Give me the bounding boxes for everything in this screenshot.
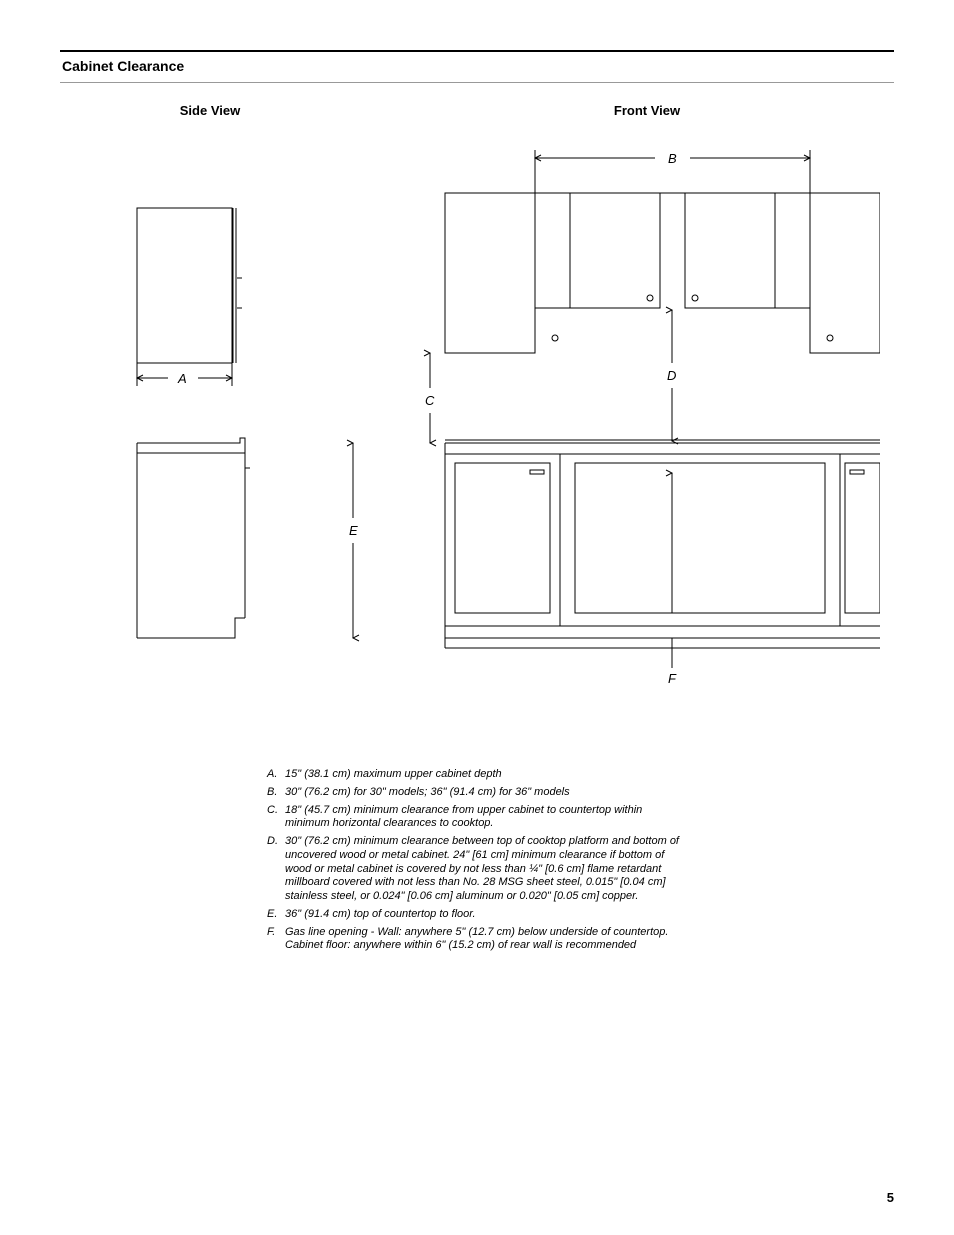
label-f: F	[668, 671, 677, 686]
front-view-title: Front View	[400, 103, 894, 118]
front-view-svg: B	[400, 138, 880, 698]
legend-row: E. 36" (91.4 cm) top of countertop to fl…	[267, 908, 687, 922]
legend-text: 18" (45.7 cm) minimum clearance from upp…	[285, 804, 687, 832]
front-view-diagram: B	[400, 138, 894, 698]
side-view-svg: A	[60, 138, 360, 658]
views-row: Side View	[60, 103, 894, 698]
legend-row: D. 30" (76.2 cm) minimum clearance betwe…	[267, 835, 687, 904]
label-d: D	[667, 368, 676, 383]
legend-letter: F.	[267, 926, 285, 954]
label-a: A	[177, 371, 187, 386]
page: Cabinet Clearance Side View	[0, 0, 954, 1235]
label-e: E	[349, 523, 358, 538]
section-title: Cabinet Clearance	[62, 58, 184, 74]
side-view-diagram: A	[60, 138, 360, 658]
side-view-column: Side View	[60, 103, 360, 698]
legend-row: F. Gas line opening - Wall: anywhere 5" …	[267, 926, 687, 954]
section-header: Cabinet Clearance	[60, 50, 894, 83]
legend-text: 36" (91.4 cm) top of countertop to floor…	[285, 908, 687, 922]
legend-letter: E.	[267, 908, 285, 922]
legend: A. 15" (38.1 cm) maximum upper cabinet d…	[267, 768, 687, 953]
legend-text: 30" (76.2 cm) minimum clearance between …	[285, 835, 687, 904]
label-b: B	[668, 151, 677, 166]
label-c: C	[425, 393, 435, 408]
legend-letter: A.	[267, 768, 285, 782]
legend-letter: D.	[267, 835, 285, 904]
legend-text: Gas line opening - Wall: anywhere 5" (12…	[285, 926, 687, 954]
legend-row: C. 18" (45.7 cm) minimum clearance from …	[267, 804, 687, 832]
legend-text: 30" (76.2 cm) for 30" models; 36" (91.4 …	[285, 786, 687, 800]
front-view-column: Front View	[400, 103, 894, 698]
legend-text: 15" (38.1 cm) maximum upper cabinet dept…	[285, 768, 687, 782]
legend-letter: B.	[267, 786, 285, 800]
legend-letter: C.	[267, 804, 285, 832]
legend-row: B. 30" (76.2 cm) for 30" models; 36" (91…	[267, 786, 687, 800]
legend-row: A. 15" (38.1 cm) maximum upper cabinet d…	[267, 768, 687, 782]
page-number: 5	[887, 1190, 894, 1205]
side-view-title: Side View	[60, 103, 360, 118]
